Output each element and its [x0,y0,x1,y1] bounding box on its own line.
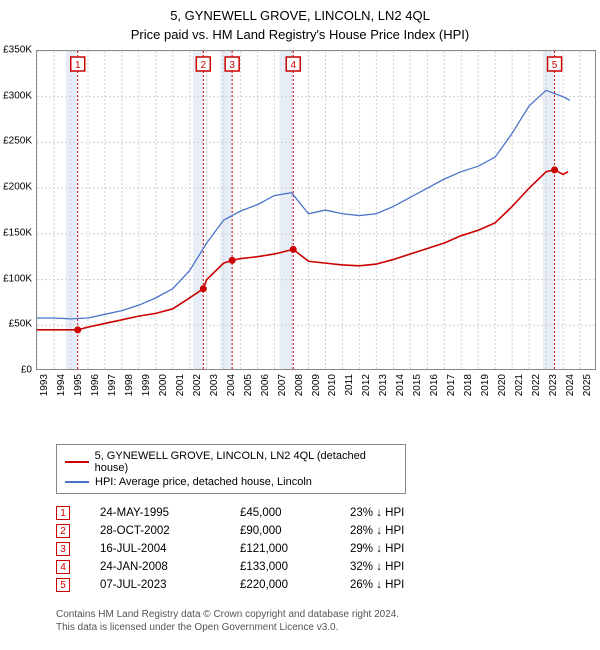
legend: 5, GYNEWELL GROVE, LINCOLN, LN2 4QL (det… [56,444,406,494]
sales-row: 2 28-OCT-2002 £90,000 28% ↓ HPI [56,522,600,540]
sale-diff: 32% ↓ HPI [350,561,430,573]
sale-price: £121,000 [240,543,320,555]
footer-line1: Contains HM Land Registry data © Crown c… [56,608,600,621]
sale-price: £133,000 [240,561,320,573]
legend-label-hpi: HPI: Average price, detached house, Linc… [95,476,312,488]
sale-marker: 5 [56,578,70,592]
svg-text:5: 5 [552,60,558,71]
sale-date: 16-JUL-2004 [100,543,210,555]
x-axis-label: 2019 [480,374,491,396]
svg-text:4: 4 [290,60,296,71]
sale-marker: 2 [56,524,70,538]
x-axis-label: 2003 [209,374,220,396]
x-axis-label: 1997 [107,374,118,396]
x-axis-label: 2010 [327,374,338,396]
x-axis-label: 2014 [395,374,406,396]
x-axis-label: 2022 [531,374,542,396]
sales-row: 5 07-JUL-2023 £220,000 26% ↓ HPI [56,576,600,594]
legend-item-property: 5, GYNEWELL GROVE, LINCOLN, LN2 4QL (det… [65,449,397,475]
sale-marker: 4 [56,560,70,574]
sale-date: 24-MAY-1995 [100,507,210,519]
x-axis-label: 2005 [243,374,254,396]
y-axis-label: £100K [3,273,32,284]
price-chart: 1 2 3 4 5 [36,50,596,370]
sales-row: 1 24-MAY-1995 £45,000 23% ↓ HPI [56,504,600,522]
sale-diff: 29% ↓ HPI [350,543,430,555]
x-axis-label: 2024 [565,374,576,396]
x-axis-label: 1993 [39,374,50,396]
sale-price: £45,000 [240,507,320,519]
sale-price: £90,000 [240,525,320,537]
x-axis-label: 2025 [582,374,593,396]
sale-date: 07-JUL-2023 [100,579,210,591]
x-axis-label: 2012 [361,374,372,396]
sale-marker: 1 [56,506,70,520]
sales-row: 4 24-JAN-2008 £133,000 32% ↓ HPI [56,558,600,576]
svg-text:3: 3 [229,60,235,71]
x-axis-label: 2000 [158,374,169,396]
y-axis-label: £200K [3,182,32,193]
x-axis-label: 2020 [497,374,508,396]
x-axis-label: 2023 [548,374,559,396]
footer: Contains HM Land Registry data © Crown c… [56,608,600,634]
x-axis-label: 2015 [412,374,423,396]
y-axis-label: £150K [3,227,32,238]
x-axis-label: 2013 [378,374,389,396]
sale-marker: 3 [56,542,70,556]
chart-container: 5, GYNEWELL GROVE, LINCOLN, LN2 4QL Pric… [0,0,600,650]
x-axis-label: 2009 [311,374,322,396]
legend-label-property: 5, GYNEWELL GROVE, LINCOLN, LN2 4QL (det… [95,450,397,474]
x-axis-label: 1994 [56,374,67,396]
legend-item-hpi: HPI: Average price, detached house, Linc… [65,475,397,489]
x-axis-label: 1998 [124,374,135,396]
chart-area: 12345 £0£50K£100K£150K£200K£250K£300K£35… [36,50,596,400]
x-axis-label: 2018 [463,374,474,396]
x-axis-label: 2011 [344,374,355,396]
sales-table: 1 24-MAY-1995 £45,000 23% ↓ HPI 2 28-OCT-2002… [56,504,600,594]
sales-row: 3 16-JUL-2004 £121,000 29% ↓ HPI [56,540,600,558]
y-axis-label: £250K [3,136,32,147]
x-axis-label: 2004 [226,374,237,396]
title-address: 5, GYNEWELL GROVE, LINCOLN, LN2 4QL [0,0,600,23]
x-axis-label: 2007 [277,374,288,396]
x-axis-label: 2017 [446,374,457,396]
x-axis-label: 1995 [73,374,84,396]
svg-text:2: 2 [201,60,207,71]
x-axis-label: 2002 [192,374,203,396]
y-axis-label: £350K [3,45,32,56]
sale-date: 28-OCT-2002 [100,525,210,537]
x-axis-label: 2006 [260,374,271,396]
x-axis-label: 1996 [90,374,101,396]
title-subtitle: Price paid vs. HM Land Registry's House … [0,23,600,50]
sale-diff: 26% ↓ HPI [350,579,430,591]
sale-price: £220,000 [240,579,320,591]
x-axis-label: 2008 [294,374,305,396]
x-axis-label: 1999 [141,374,152,396]
svg-text:1: 1 [75,60,81,71]
legend-swatch-hpi [65,481,89,483]
sale-date: 24-JAN-2008 [100,561,210,573]
y-axis-label: £300K [3,90,32,101]
x-axis-label: 2021 [514,374,525,396]
sale-diff: 28% ↓ HPI [350,525,430,537]
x-axis-label: 2016 [429,374,440,396]
y-axis-label: £0 [21,365,32,376]
sale-diff: 23% ↓ HPI [350,507,430,519]
x-axis-label: 2001 [175,374,186,396]
legend-swatch-property [65,461,89,463]
y-axis-label: £50K [9,319,32,330]
footer-line2: This data is licensed under the Open Gov… [56,621,600,634]
